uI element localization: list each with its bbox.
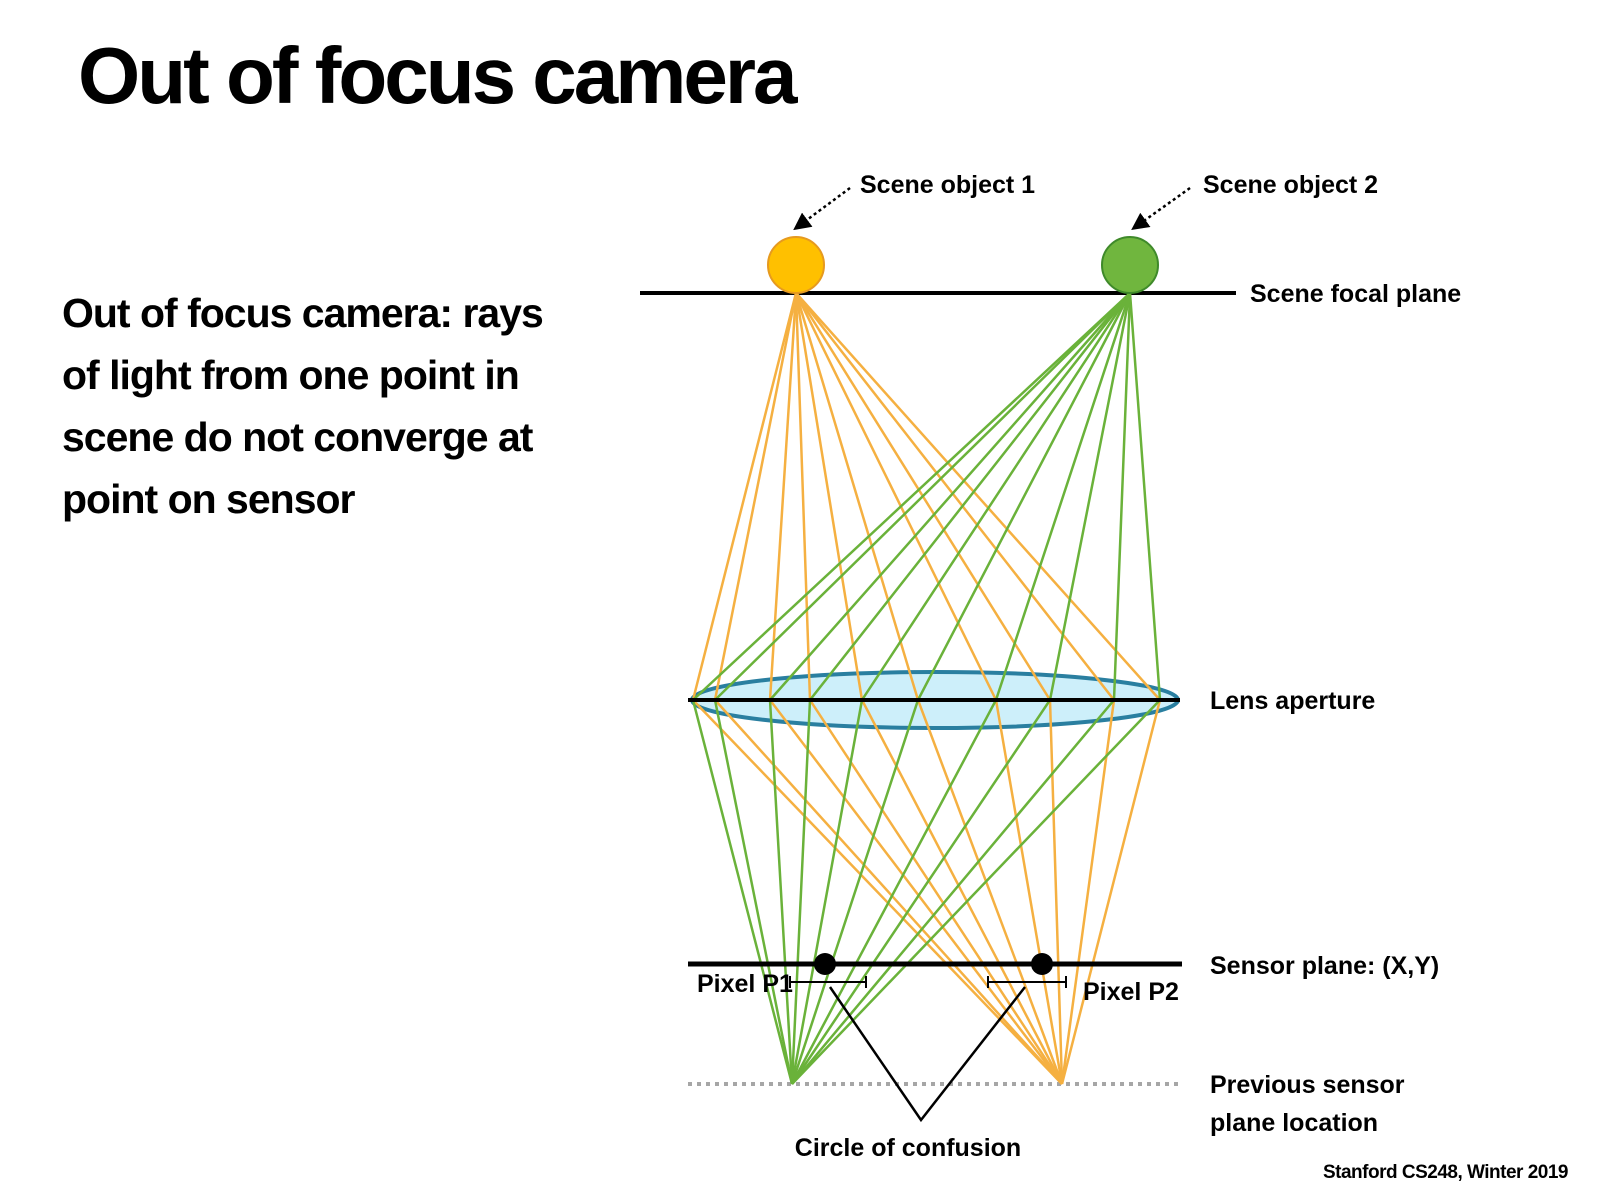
pixel-p1-label: Pixel P1 <box>697 970 793 998</box>
scene-focal-plane-label: Scene focal plane <box>1250 280 1461 308</box>
confusion-bracket-2 <box>987 976 1067 988</box>
slide-title: Out of focus camera <box>78 31 798 120</box>
circle-of-confusion-pointer <box>828 986 1026 1123</box>
confusion-bracket-1 <box>789 976 867 988</box>
scene-object-2 <box>1101 236 1159 294</box>
pixel-p1-dot <box>814 953 836 975</box>
lens-aperture-label: Lens aperture <box>1210 687 1375 715</box>
previous-sensor-label-line1: Previous sensor <box>1210 1071 1405 1099</box>
previous-sensor-label-line2: plane location <box>1210 1109 1378 1137</box>
scene-object-1-label: Scene object 1 <box>860 171 1035 199</box>
scene-object-1-arrow <box>793 186 851 231</box>
scene-object-2-label: Scene object 2 <box>1203 171 1378 199</box>
circle-of-confusion-label: Circle of confusion <box>795 1134 1021 1162</box>
pixel-p2-dot <box>1031 953 1053 975</box>
footer-credit: Stanford CS248, Winter 2019 <box>1322 1162 1569 1183</box>
body-text: Out of focus camera: rays of light from … <box>62 290 544 522</box>
pixel-p2-label: Pixel P2 <box>1083 978 1179 1006</box>
sensor-plane-label: Sensor plane: (X,Y) <box>1210 952 1439 980</box>
scene-object-2-arrow <box>1131 186 1191 231</box>
scene-object-1 <box>767 236 825 294</box>
